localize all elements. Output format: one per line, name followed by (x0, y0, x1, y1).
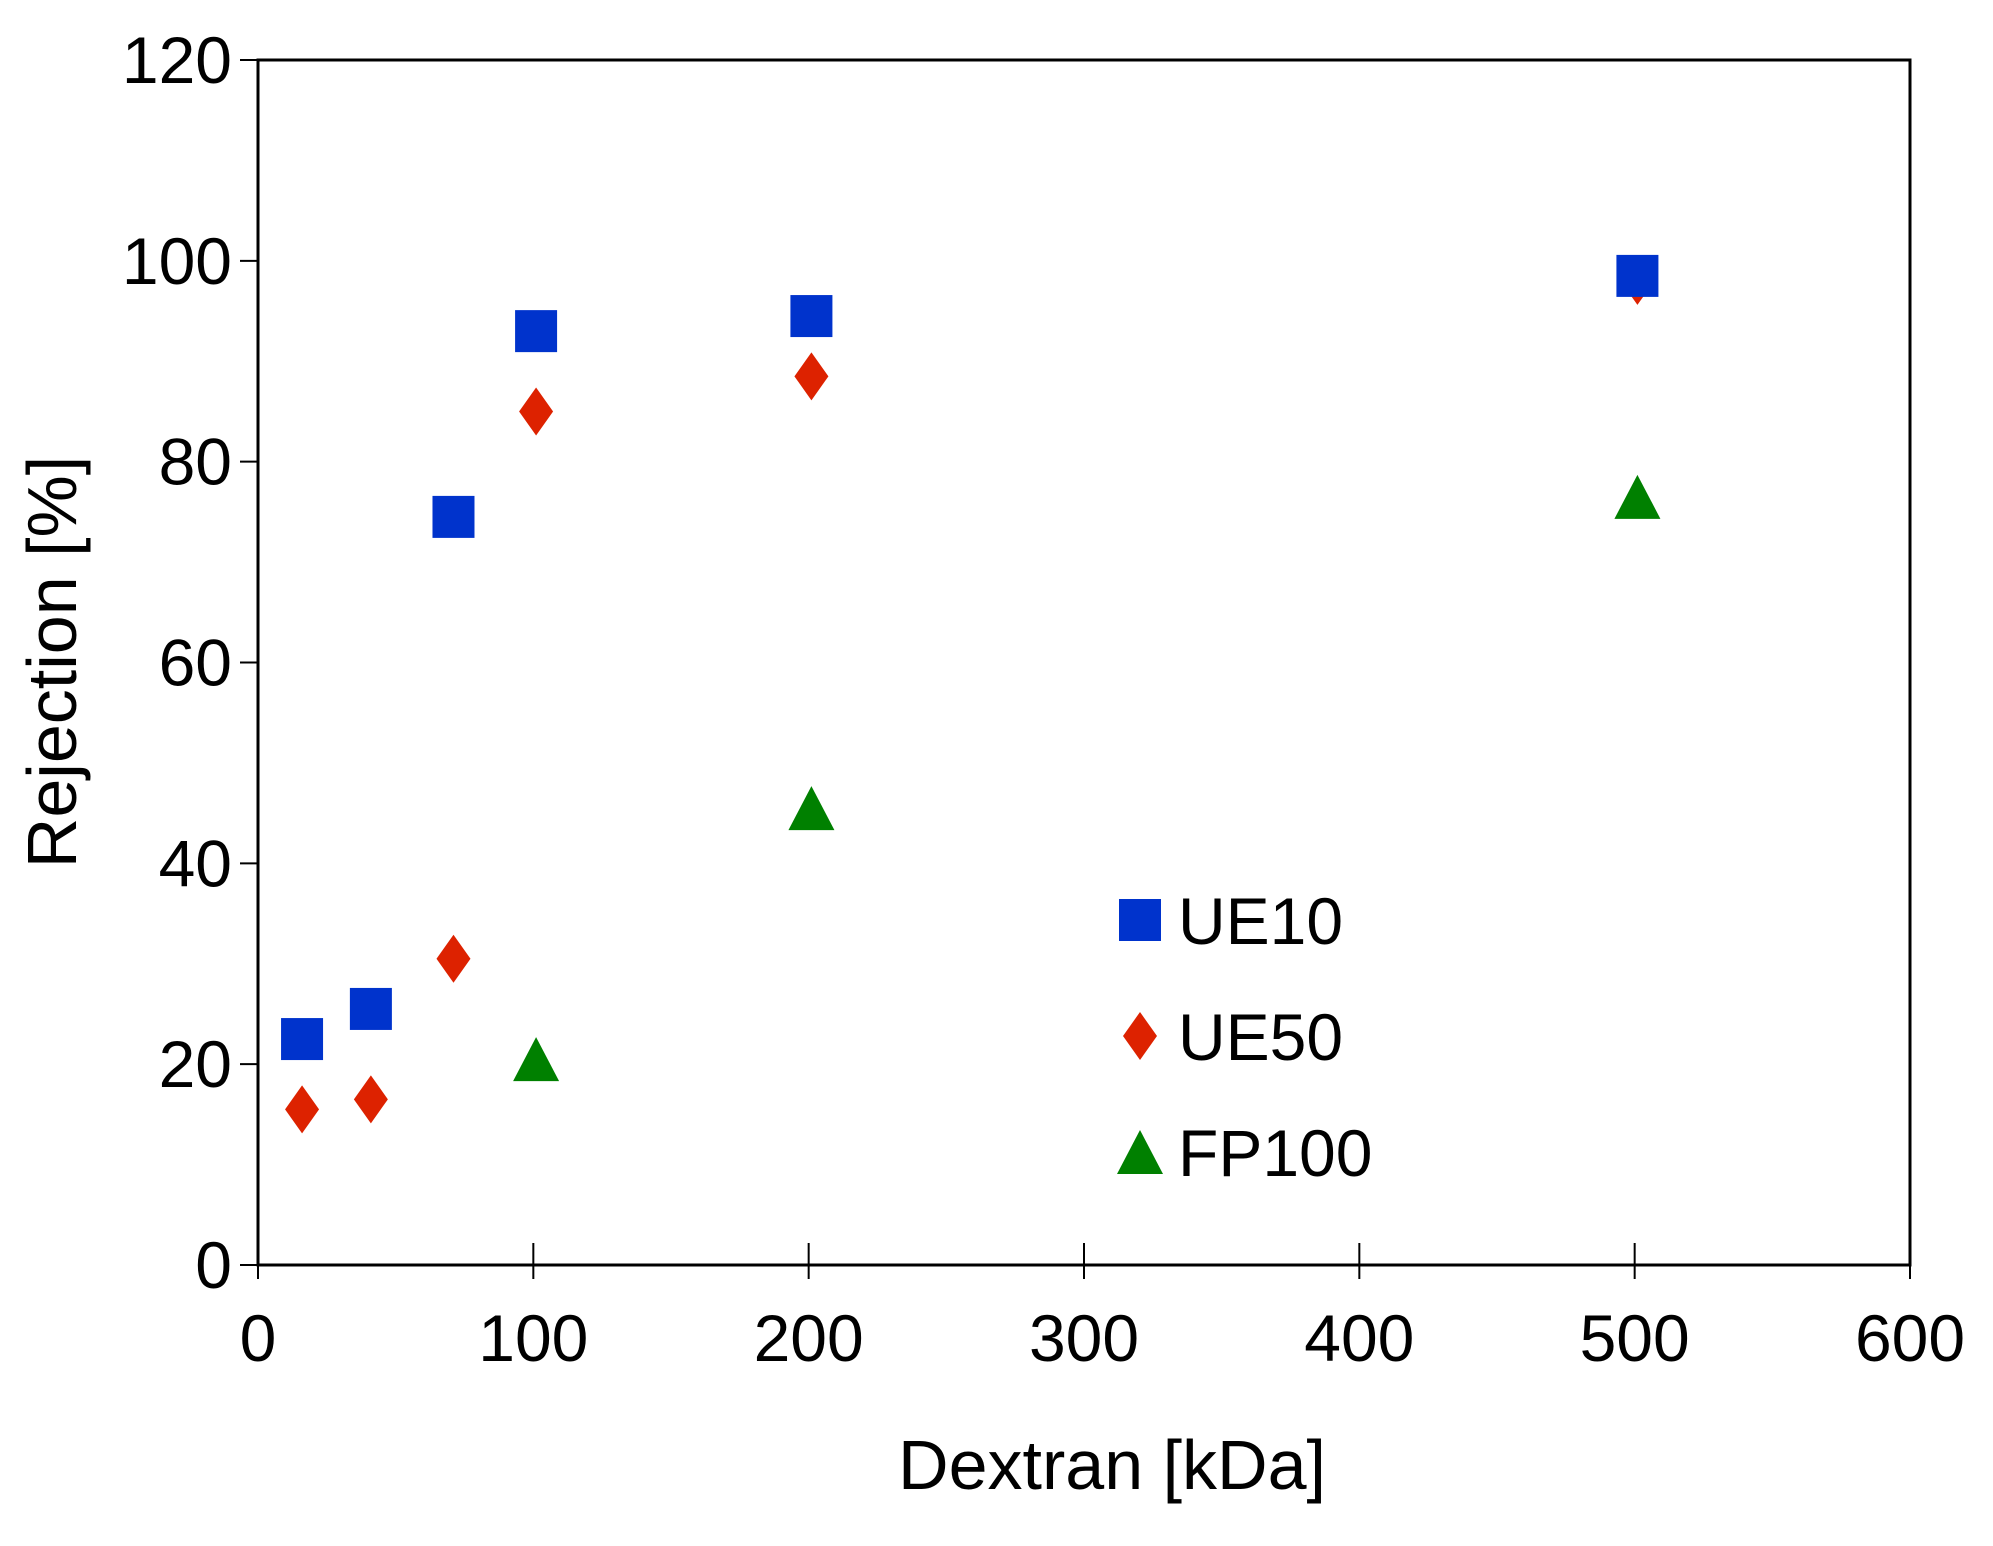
series-fp100 (513, 474, 1661, 1082)
x-axis-ticks: 0 100 200 300 400 500 600 (240, 1243, 1965, 1375)
y-tick-label: 80 (159, 425, 232, 499)
data-point-ue50 (353, 1075, 388, 1124)
data-point-ue10 (515, 310, 558, 353)
legend-marker-square (1119, 899, 1161, 941)
legend-label: UE50 (1178, 1000, 1343, 1074)
x-tick-label: 300 (1029, 1301, 1139, 1375)
plot-frame (256, 58, 1912, 1267)
legend-item-ue10: UE10 (1119, 884, 1343, 958)
data-point-fp100 (788, 786, 835, 831)
y-tick-label: 60 (159, 626, 232, 700)
x-tick-label: 200 (754, 1301, 864, 1375)
y-tick-label: 100 (122, 224, 232, 298)
x-tick-label: 600 (1855, 1301, 1965, 1375)
data-point-ue10 (349, 987, 392, 1030)
data-point-ue50 (436, 934, 471, 983)
data-point-ue10 (432, 495, 475, 538)
x-tick-label: 500 (1580, 1301, 1690, 1375)
series-ue10 (281, 254, 1659, 1061)
legend: UE10 UE50 FP100 (1117, 884, 1372, 1190)
data-point-fp100 (1614, 474, 1661, 519)
legend-marker-diamond (1123, 1012, 1157, 1060)
y-axis-ticks: 0 20 40 60 80 100 120 (122, 23, 258, 1302)
legend-item-fp100: FP100 (1117, 1116, 1372, 1190)
series-layer (281, 254, 1661, 1134)
data-point-ue10 (281, 1018, 324, 1061)
legend-marker-triangle (1117, 1130, 1163, 1174)
series-ue50 (285, 256, 1655, 1134)
legend-label: FP100 (1178, 1116, 1372, 1190)
y-tick-label: 0 (195, 1228, 232, 1302)
y-tick-label: 20 (159, 1027, 232, 1101)
x-tick-label: 400 (1304, 1301, 1414, 1375)
data-point-ue50 (519, 387, 554, 436)
data-point-ue10 (1616, 254, 1659, 297)
data-point-ue50 (794, 352, 829, 401)
legend-label: UE10 (1178, 884, 1343, 958)
y-axis-title: Rejection [%] (13, 456, 91, 868)
data-point-fp100 (513, 1037, 560, 1082)
y-tick-label: 40 (159, 826, 232, 900)
x-axis-title: Dextran [kDa] (898, 1426, 1326, 1504)
data-point-ue10 (790, 295, 833, 338)
x-tick-label: 100 (478, 1301, 588, 1375)
x-tick-label: 0 (240, 1301, 277, 1375)
data-point-ue50 (285, 1085, 320, 1134)
y-tick-label: 120 (122, 23, 232, 97)
legend-item-ue50: UE50 (1123, 1000, 1343, 1074)
